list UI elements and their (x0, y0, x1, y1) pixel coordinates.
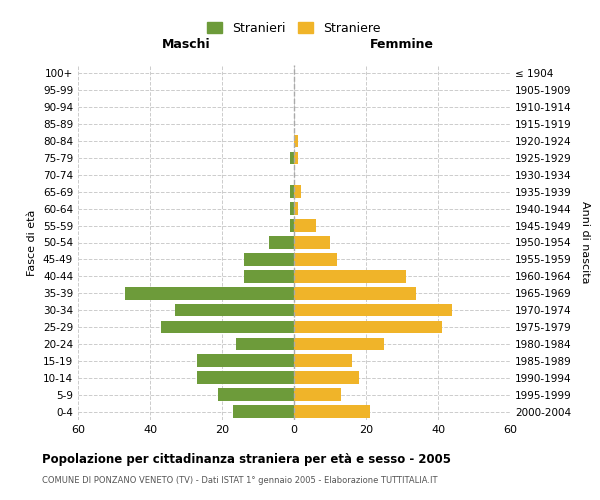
Text: Maschi: Maschi (161, 38, 211, 52)
Bar (218, 388, 294, 401)
Bar (269, 236, 294, 249)
Bar (290, 186, 294, 198)
Bar (175, 304, 294, 316)
Bar (294, 236, 330, 249)
Bar (294, 304, 452, 316)
Y-axis label: Fasce di età: Fasce di età (28, 210, 37, 276)
Bar (290, 202, 294, 215)
Text: Popolazione per cittadinanza straniera per età e sesso - 2005: Popolazione per cittadinanza straniera p… (42, 452, 451, 466)
Y-axis label: Anni di nascita: Anni di nascita (580, 201, 590, 284)
Bar (197, 372, 294, 384)
Bar (290, 152, 294, 164)
Bar (236, 338, 294, 350)
Text: Femmine: Femmine (370, 38, 434, 52)
Bar (294, 186, 301, 198)
Bar (161, 320, 294, 334)
Bar (294, 372, 359, 384)
Bar (294, 354, 352, 367)
Legend: Stranieri, Straniere: Stranieri, Straniere (203, 18, 385, 38)
Bar (244, 270, 294, 282)
Text: COMUNE DI PONZANO VENETO (TV) - Dati ISTAT 1° gennaio 2005 - Elaborazione TUTTIT: COMUNE DI PONZANO VENETO (TV) - Dati IST… (42, 476, 437, 485)
Bar (197, 354, 294, 367)
Bar (294, 220, 316, 232)
Bar (294, 405, 370, 418)
Bar (244, 253, 294, 266)
Bar (290, 220, 294, 232)
Bar (294, 134, 298, 147)
Bar (294, 388, 341, 401)
Bar (125, 287, 294, 300)
Bar (294, 287, 416, 300)
Bar (294, 338, 384, 350)
Bar (294, 270, 406, 282)
Bar (294, 320, 442, 334)
Bar (233, 405, 294, 418)
Bar (294, 202, 298, 215)
Bar (294, 253, 337, 266)
Bar (294, 152, 298, 164)
